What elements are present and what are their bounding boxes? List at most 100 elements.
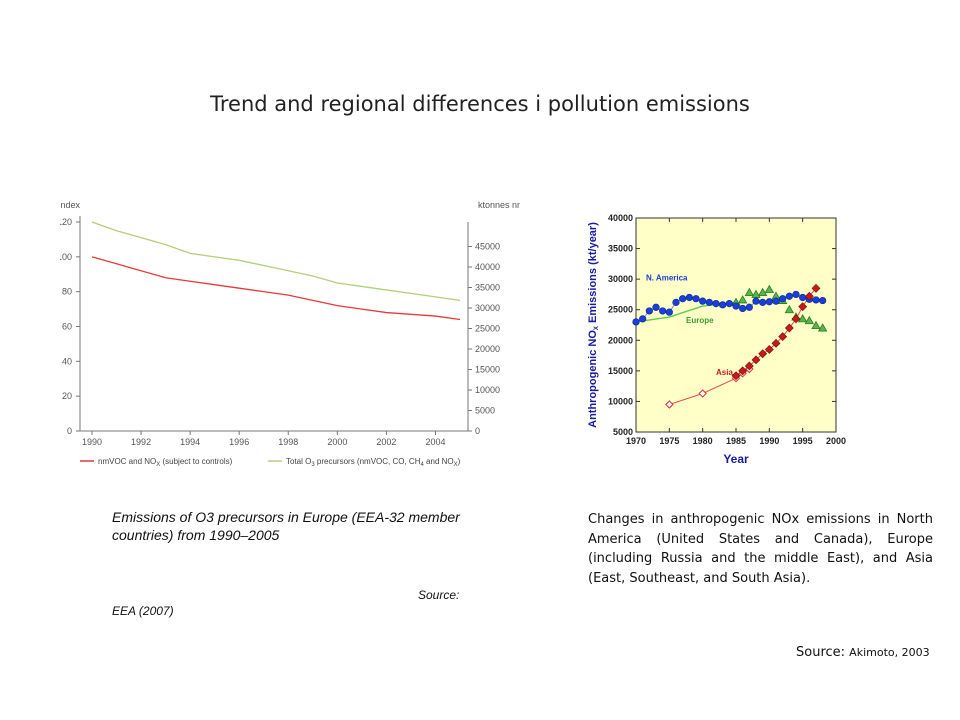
asia-point — [771, 338, 781, 348]
x-tick-label: 1990 — [759, 436, 779, 446]
right-y-tick-label: 35000 — [475, 283, 500, 293]
asia-early-point — [665, 400, 674, 409]
left-y-tick-label: 60 — [62, 322, 72, 332]
namerica-point — [732, 302, 740, 310]
right-y-tick-label: 30000 — [475, 303, 500, 313]
namerica-point — [779, 295, 787, 303]
left-chart-axes: Index ktonnes nmVOC eq 0 20 40 60 80 100 120 0 500… — [60, 200, 520, 447]
europe-point — [764, 284, 775, 293]
europe-annotation: Europe — [686, 316, 714, 325]
asia-early-point — [698, 389, 707, 398]
europe-point — [797, 314, 808, 323]
right-chart-source-label: Source: — [796, 645, 846, 660]
europe-point — [744, 287, 755, 296]
namerica-point — [639, 315, 647, 323]
asia-point — [804, 291, 814, 301]
nox-emissions-chart: 5000 10000 15000 20000 25000 30000 35000 40000 1… — [587, 213, 846, 466]
asia-point — [811, 283, 821, 293]
namerica-point — [759, 298, 767, 306]
y-axis-label: Anthropogenic NOX Emissions (kt/year) — [587, 222, 600, 428]
x-tick-label: 2002 — [376, 437, 396, 447]
asia-point — [738, 366, 748, 376]
y-tick-label: 15000 — [608, 366, 633, 376]
x-tick-label: 1975 — [659, 436, 679, 446]
left-chart-source-label: Source: — [418, 588, 460, 602]
series-line-nmvoc-nox — [91, 256, 461, 321]
right-chart-axes: 5000 10000 15000 20000 25000 30000 35000 40000 1… — [587, 213, 846, 466]
y-tick-label: 20000 — [608, 335, 633, 345]
right-y-tick-label: 5000 — [475, 406, 495, 416]
asia-point — [731, 371, 741, 381]
namerica-point — [645, 307, 653, 315]
x-tick-label: 2004 — [425, 437, 445, 447]
namerica-point — [819, 296, 827, 305]
left-chart-caption: Emissions of O3 precursors in Europe (EE… — [112, 509, 460, 543]
namerica-point — [785, 292, 793, 300]
namerica-point — [679, 295, 687, 303]
x-tick-label: 1996 — [229, 437, 249, 447]
namerica-point — [772, 297, 780, 305]
right-chart-source-value: Akimoto, 2003 — [849, 646, 930, 659]
namerica-point — [792, 290, 800, 299]
x-tick-label: 1990 — [82, 437, 102, 447]
namerica-point — [672, 298, 680, 306]
asia-point — [778, 332, 788, 342]
europe-point — [804, 315, 815, 325]
europe-point — [751, 289, 761, 298]
x-tick-label: 1998 — [278, 437, 298, 447]
europe-point — [757, 287, 768, 296]
right-chart-source: Source: Akimoto, 2003 — [796, 645, 930, 660]
asia-annotation: Asia — [716, 368, 733, 377]
x-tick-label: 1970 — [626, 436, 646, 446]
namerica-point — [812, 296, 820, 304]
y-tick-label: 35000 — [608, 244, 633, 254]
right-y-tick-label: 20000 — [475, 344, 500, 354]
x-tick-label: 1995 — [793, 436, 813, 446]
x-tick-label: 1985 — [726, 436, 746, 446]
x-tick-label: 2000 — [327, 437, 347, 447]
right-y-tick-label: 0 — [475, 426, 480, 436]
left-y-axis-label: Index — [60, 200, 81, 210]
legend-label-total-o3: Total O3 precursors (nmVOC, CO, CH4 and … — [286, 457, 461, 468]
namerica-point — [745, 303, 753, 311]
asia-point — [744, 361, 754, 371]
x-tick-label: 1992 — [131, 437, 151, 447]
x-tick-label: 2000 — [826, 436, 846, 446]
right-y-tick-label: 40000 — [475, 262, 500, 272]
left-chart-legend: nmVOC and NOX (subject to controls) Total… — [80, 457, 461, 468]
series-line-total-o3-precursors — [91, 221, 461, 302]
europe-point — [817, 323, 828, 332]
y-tick-label: 5000 — [613, 427, 633, 437]
europe-point — [784, 304, 795, 314]
namerica-point — [719, 301, 727, 309]
namerica-point — [685, 293, 693, 302]
right-y-tick-label: 45000 — [475, 242, 500, 252]
namerica-point — [652, 303, 660, 311]
asia-point — [784, 323, 794, 333]
namerica-point — [699, 297, 707, 305]
namerica-point — [725, 299, 733, 308]
asia-point — [791, 314, 801, 324]
asia-point — [758, 349, 768, 359]
right-chart-marks: N. America Europe Asia — [632, 273, 828, 409]
asia-point — [751, 355, 761, 365]
europe-point — [737, 295, 748, 304]
x-axis-label: Year — [723, 452, 749, 466]
namerica-point — [739, 304, 747, 313]
y-tick-label: 30000 — [608, 274, 633, 284]
right-y-tick-label: 15000 — [475, 365, 500, 375]
plot-area — [635, 217, 837, 433]
left-chart-source-value: EEA (2007) — [112, 604, 174, 618]
slide-title: Trend and regional differences i polluti… — [210, 92, 750, 116]
namerica-point — [665, 308, 673, 316]
namerica-point — [712, 299, 720, 308]
left-y-tick-label: 100 — [60, 252, 72, 262]
left-y-tick-label: 120 — [60, 217, 72, 227]
left-y-tick-label: 0 — [67, 426, 72, 436]
legend-label-nmvoc-nox: nmVOC and NOX (subject to controls) — [98, 457, 233, 468]
left-chart-lines — [91, 221, 461, 321]
right-y-tick-label: 10000 — [475, 385, 500, 395]
left-y-tick-label: 20 — [62, 391, 72, 401]
left-y-tick-label: 80 — [62, 287, 72, 297]
y-tick-label: 10000 — [608, 396, 633, 406]
